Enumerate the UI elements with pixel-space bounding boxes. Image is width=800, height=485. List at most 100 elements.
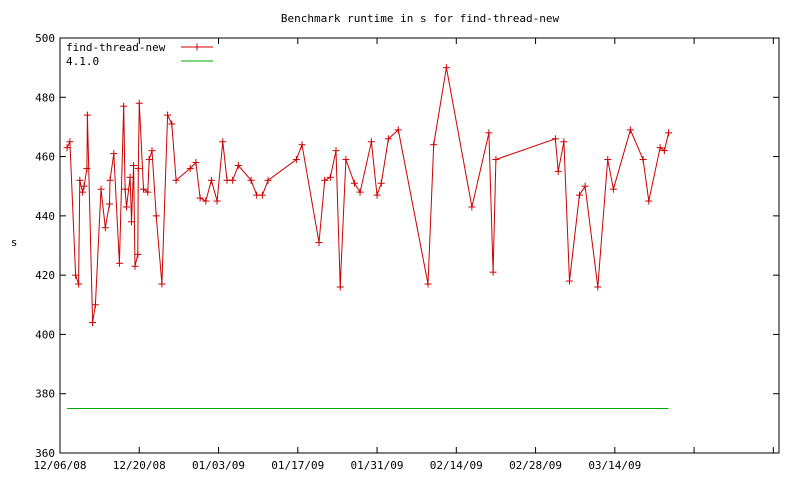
data-point xyxy=(321,176,329,184)
data-point xyxy=(115,259,123,267)
data-point xyxy=(126,173,134,181)
y-tick-label: 360 xyxy=(35,447,55,460)
x-tick-label: 12/06/08 xyxy=(34,459,87,472)
data-point xyxy=(492,156,500,164)
data-point xyxy=(83,164,91,172)
data-point xyxy=(639,156,647,164)
data-point xyxy=(373,191,381,199)
data-point xyxy=(332,147,340,155)
data-point xyxy=(594,283,602,291)
data-point xyxy=(442,64,450,72)
data-point xyxy=(264,176,272,184)
legend-label: 4.1.0 xyxy=(66,55,99,68)
x-tick-label: 12/20/08 xyxy=(113,459,166,472)
y-tick-label: 380 xyxy=(35,388,55,401)
data-point xyxy=(665,129,673,137)
data-point xyxy=(430,141,438,149)
data-point xyxy=(350,179,358,187)
data-point xyxy=(604,156,612,164)
data-point xyxy=(130,161,138,169)
data-point xyxy=(106,176,114,184)
data-point xyxy=(80,182,88,190)
x-tick-label: 02/14/09 xyxy=(430,459,483,472)
y-tick-label: 440 xyxy=(35,210,55,223)
data-point xyxy=(424,280,432,288)
data-point xyxy=(134,250,142,258)
data-point xyxy=(645,197,653,205)
data-point xyxy=(164,111,172,119)
data-point xyxy=(560,138,568,146)
data-point xyxy=(207,176,215,184)
data-point xyxy=(192,159,200,166)
x-tick-label: 02/28/09 xyxy=(509,459,562,472)
data-point xyxy=(148,147,156,155)
y-tick-label: 480 xyxy=(35,91,55,104)
data-point xyxy=(292,156,300,164)
y-tick-label: 400 xyxy=(35,328,55,341)
data-point xyxy=(213,197,221,205)
data-point xyxy=(566,277,574,285)
plot-frame xyxy=(59,37,780,454)
data-point xyxy=(121,185,129,193)
data-point xyxy=(144,188,152,196)
data-point xyxy=(66,138,74,146)
data-point xyxy=(394,126,402,134)
data-point xyxy=(234,161,242,169)
y-tick-label: 420 xyxy=(35,269,55,282)
data-point xyxy=(554,167,562,175)
data-point xyxy=(229,176,237,184)
data-point xyxy=(202,197,210,205)
data-point xyxy=(76,176,84,184)
data-point xyxy=(326,173,334,181)
data-point xyxy=(196,194,204,202)
data-point xyxy=(75,280,83,288)
data-point xyxy=(101,224,109,232)
data-point xyxy=(83,111,91,119)
data-point xyxy=(219,138,227,146)
x-tick-label: 01/17/09 xyxy=(271,459,324,472)
data-point xyxy=(377,179,385,187)
chart-title: Benchmark runtime in s for find-thread-n… xyxy=(281,12,560,25)
data-point xyxy=(89,319,97,327)
data-point xyxy=(258,191,266,199)
data-point xyxy=(172,176,180,184)
y-axis: 360 380 400 420 440 460 480 500 xyxy=(35,32,779,460)
data-point xyxy=(247,176,255,184)
data-point xyxy=(97,185,105,193)
data-point xyxy=(660,147,668,155)
data-point xyxy=(134,164,142,172)
x-axis: 12/06/08 12/20/08 01/03/09 01/17/09 01/31/09… xyxy=(34,38,774,472)
data-point xyxy=(158,280,166,288)
data-point xyxy=(575,191,583,199)
y-tick-label: 500 xyxy=(35,32,55,45)
data-point xyxy=(127,218,135,226)
x-tick-label: 01/31/09 xyxy=(351,459,404,472)
legend-label: find-thread-new xyxy=(66,41,166,54)
data-point xyxy=(106,200,114,208)
data-point xyxy=(79,188,87,196)
data-point xyxy=(120,102,128,110)
data-point xyxy=(186,164,194,172)
data-point xyxy=(110,150,118,158)
data-point xyxy=(485,129,493,137)
data-point xyxy=(63,144,71,152)
data-point xyxy=(72,271,80,279)
data-point xyxy=(384,135,392,143)
data-point xyxy=(342,156,350,164)
data-point xyxy=(581,182,589,190)
y-axis-label: s xyxy=(11,236,18,249)
data-point xyxy=(135,99,143,107)
y-tick-label: 460 xyxy=(35,151,55,164)
data-point xyxy=(656,144,664,152)
x-tick-label: 01/03/09 xyxy=(192,459,245,472)
series-layer xyxy=(63,64,673,409)
data-point xyxy=(315,239,323,247)
data-point xyxy=(336,283,344,291)
x-tick-label: 03/14/09 xyxy=(588,459,641,472)
data-point xyxy=(626,126,634,134)
data-point xyxy=(356,188,364,196)
data-point xyxy=(367,138,375,146)
data-point xyxy=(123,203,131,211)
